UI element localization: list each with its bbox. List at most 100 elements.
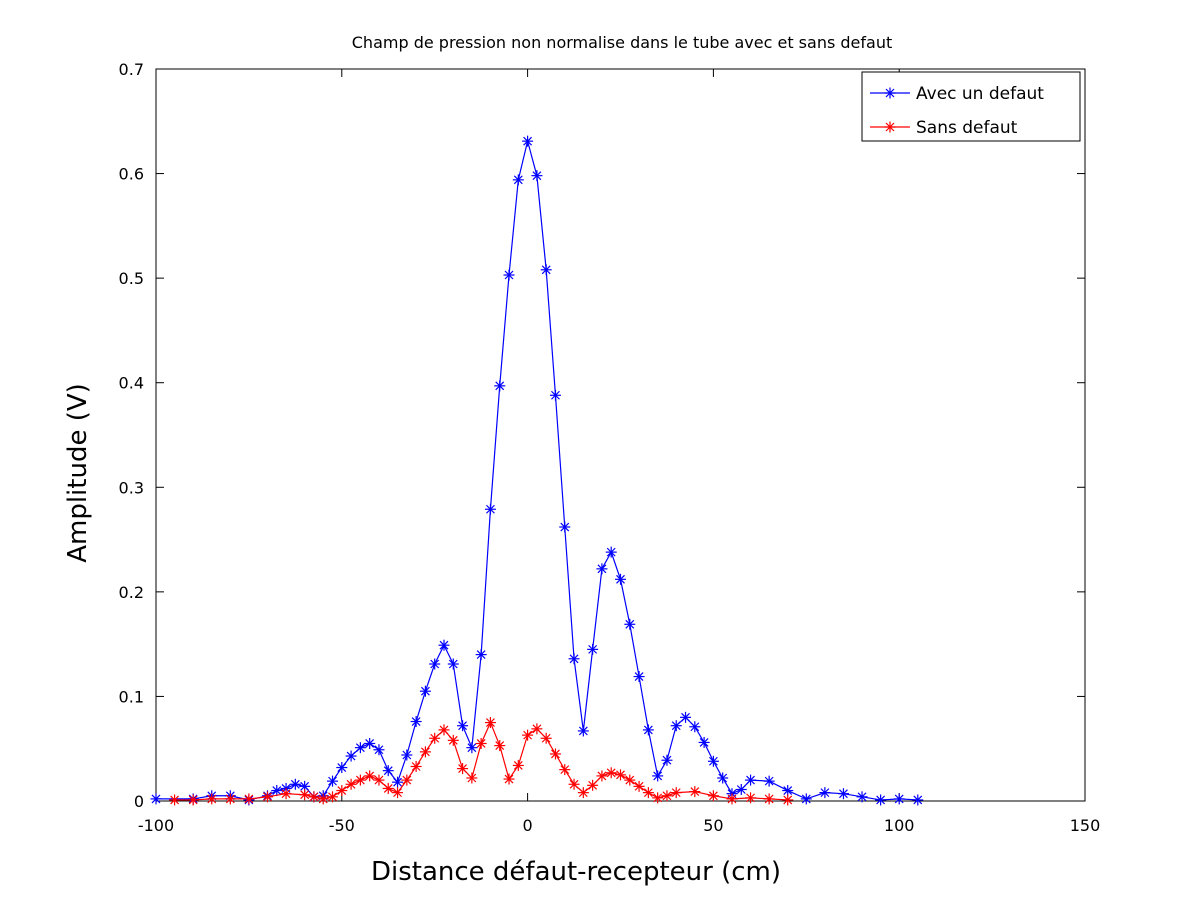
data-point (503, 269, 515, 281)
y-tick-label: 0 (134, 792, 144, 811)
data-point (661, 790, 673, 802)
legend: Avec un defaut Sans defaut (861, 71, 1081, 142)
y-tick-label: 0.7 (119, 60, 144, 79)
data-point (707, 790, 719, 802)
data-point (392, 787, 404, 799)
data-point (382, 765, 394, 777)
legend-item: Sans defaut (870, 118, 1018, 138)
data-point (800, 793, 812, 805)
data-point (261, 791, 273, 803)
data-point (484, 503, 496, 515)
x-tick-label: 50 (703, 816, 723, 835)
data-point (447, 734, 459, 746)
data-point (354, 774, 366, 786)
data-point (837, 788, 849, 800)
data-point (364, 737, 376, 749)
legend-marker (884, 121, 896, 133)
data-point (540, 264, 552, 276)
data-point (577, 787, 589, 799)
legend-box (861, 71, 1081, 142)
data-point (568, 653, 580, 665)
data-point (763, 793, 775, 805)
data-point (503, 773, 515, 785)
data-point (280, 788, 292, 800)
data-point (401, 749, 413, 761)
data-point (875, 794, 887, 806)
data-point (605, 546, 617, 558)
data-point (494, 740, 506, 752)
legend-label: Avec un defaut (916, 84, 1044, 104)
data-point (327, 775, 339, 787)
data-point (364, 770, 376, 782)
chart-title: Champ de pression non normalise dans le … (352, 33, 892, 52)
axis-tick-labels: -100 -50 0 50 100 150 0 0.1 0.2 0.3 0.4 0.5 0.6 0.7 (119, 60, 1101, 835)
plot-area-frame (155, 68, 1086, 802)
data-point (698, 736, 710, 748)
data-point (670, 720, 682, 732)
data-point (512, 174, 524, 186)
data-point (308, 791, 320, 803)
data-point (187, 794, 199, 806)
data-point (680, 711, 692, 723)
series-avec-un-defaut (150, 135, 924, 806)
x-tick-label: 0 (523, 816, 533, 835)
data-point (457, 763, 469, 775)
data-point (893, 793, 905, 805)
data-point (596, 770, 608, 782)
data-point (317, 793, 329, 805)
series-sans-defaut (169, 717, 794, 806)
data-point (345, 778, 357, 790)
y-axis-label: Amplitude (V) (63, 383, 93, 563)
data-point (169, 794, 181, 806)
data-point (466, 772, 478, 784)
data-point (438, 639, 450, 651)
y-tick-label: 0.2 (119, 583, 144, 602)
data-point (912, 794, 924, 806)
data-point (605, 767, 617, 779)
data-point (289, 778, 301, 790)
data-point (615, 573, 626, 585)
data-point (559, 521, 571, 533)
data-point (559, 764, 571, 776)
data-point (475, 649, 487, 661)
data-point (429, 658, 441, 670)
data-point (717, 772, 729, 784)
data-point (540, 732, 552, 744)
data-point (568, 778, 580, 790)
data-point (206, 793, 218, 805)
data-point (642, 724, 654, 736)
y-tick-label: 0.6 (119, 165, 144, 184)
data-point (419, 685, 431, 697)
data-point (624, 618, 636, 630)
data-point (735, 783, 747, 795)
data-point (429, 732, 441, 744)
data-point (587, 643, 599, 655)
x-axis-label: Distance défaut-recepteur (cm) (371, 857, 781, 887)
y-tick-label: 0.1 (119, 687, 144, 706)
data-point (271, 785, 283, 797)
data-point (299, 789, 311, 801)
data-point (652, 792, 664, 804)
data-point (745, 792, 757, 804)
data-point (327, 791, 339, 803)
data-point (401, 774, 413, 786)
data-point (522, 135, 534, 147)
data-point (652, 770, 664, 782)
x-tick-label: -50 (329, 816, 355, 835)
data-point (707, 755, 719, 767)
data-point (494, 380, 506, 392)
legend-marker (884, 87, 896, 99)
data-point (633, 780, 645, 792)
data-point (549, 389, 561, 401)
data-point (549, 748, 561, 760)
data-point (689, 786, 701, 798)
legend-item: Avec un defaut (870, 84, 1044, 104)
data-point (373, 774, 385, 786)
data-point (633, 671, 645, 683)
y-tick-label: 0.4 (119, 374, 144, 393)
data-point (447, 658, 459, 670)
data-point (661, 754, 673, 766)
data-point (512, 759, 524, 771)
data-point (410, 760, 422, 772)
